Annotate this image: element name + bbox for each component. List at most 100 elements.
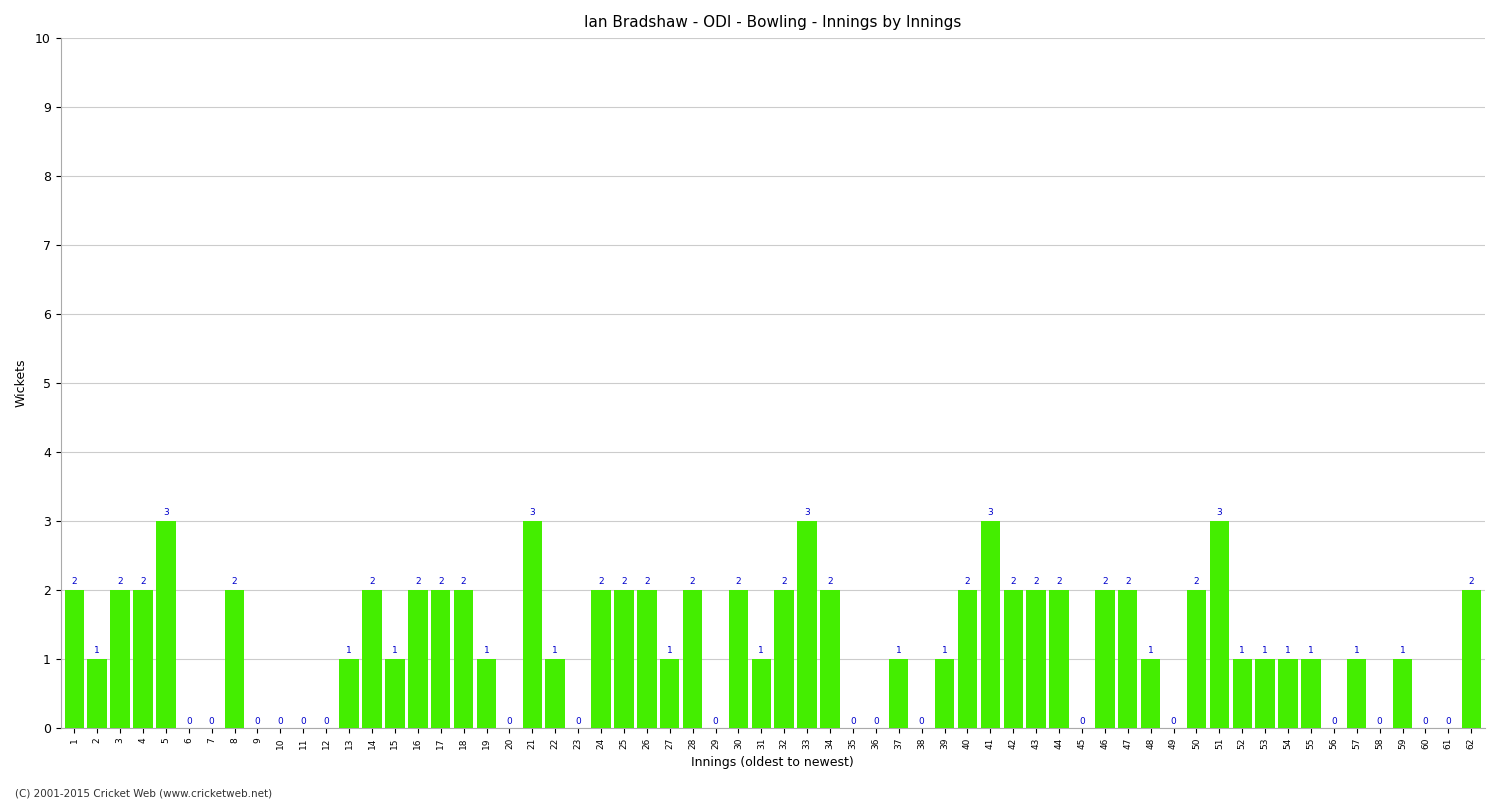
Text: 2: 2 [735,578,741,586]
Text: 1: 1 [1308,646,1314,655]
Text: 1: 1 [1286,646,1292,655]
Text: 1: 1 [1239,646,1245,655]
Bar [156,521,176,728]
Text: 3: 3 [804,509,810,518]
Text: 0: 0 [1377,718,1383,726]
Bar [752,659,771,728]
Text: 2: 2 [72,578,76,586]
Text: 0: 0 [1330,718,1336,726]
Text: 0: 0 [255,718,261,726]
Text: 0: 0 [574,718,580,726]
Bar [1394,659,1413,728]
Text: 1: 1 [346,646,352,655]
Text: 0: 0 [1446,718,1450,726]
Bar [1300,659,1320,728]
Bar [821,590,840,728]
Text: 0: 0 [300,718,306,726]
Bar [981,521,1000,728]
Text: 2: 2 [232,578,237,586]
Bar [614,590,633,728]
Bar [1050,590,1070,728]
Bar [1186,590,1206,728]
Text: 2: 2 [1034,578,1040,586]
Text: 1: 1 [896,646,902,655]
Text: 2: 2 [621,578,627,586]
Text: 0: 0 [873,718,879,726]
Text: 0: 0 [850,718,856,726]
Text: 2: 2 [598,578,604,586]
Text: 0: 0 [186,718,192,726]
Bar [477,659,496,728]
Bar [430,590,450,728]
Text: 2: 2 [1011,578,1016,586]
Bar [1209,521,1228,728]
Bar [729,590,748,728]
Text: 2: 2 [1125,578,1131,586]
Text: 1: 1 [1354,646,1359,655]
Text: 2: 2 [140,578,146,586]
Bar [638,590,657,728]
Text: 2: 2 [690,578,696,586]
Text: 1: 1 [1148,646,1154,655]
Text: 1: 1 [668,646,672,655]
Bar [1026,590,1045,728]
Text: 2: 2 [117,578,123,586]
Text: 2: 2 [1102,578,1107,586]
Bar [1461,590,1480,728]
Text: 0: 0 [1078,718,1084,726]
Bar [225,590,245,728]
Text: 0: 0 [324,718,328,726]
Bar [64,590,84,728]
Text: 2: 2 [1056,578,1062,586]
Text: 3: 3 [164,509,170,518]
Bar [386,659,405,728]
Text: 0: 0 [278,718,284,726]
Text: 2: 2 [827,578,833,586]
Bar [798,521,818,728]
Text: 1: 1 [94,646,100,655]
Bar [546,659,566,728]
Text: 1: 1 [1263,646,1268,655]
Text: 3: 3 [987,509,993,518]
Text: 2: 2 [964,578,970,586]
Text: 0: 0 [1422,718,1428,726]
Bar [934,659,954,728]
Text: 0: 0 [920,718,924,726]
Bar [408,590,428,728]
Bar [682,590,702,728]
Bar [87,659,106,728]
X-axis label: Innings (oldest to newest): Innings (oldest to newest) [692,756,853,769]
Text: 0: 0 [209,718,214,726]
Bar [1347,659,1366,728]
Bar [660,659,680,728]
Text: 2: 2 [416,578,420,586]
Y-axis label: Wickets: Wickets [15,358,28,407]
Text: 2: 2 [1468,578,1474,586]
Bar [454,590,474,728]
Bar [591,590,610,728]
Bar [1256,659,1275,728]
Bar [134,590,153,728]
Text: (C) 2001-2015 Cricket Web (www.cricketweb.net): (C) 2001-2015 Cricket Web (www.cricketwe… [15,788,272,798]
Bar [890,659,909,728]
Bar [339,659,358,728]
Text: 1: 1 [552,646,558,655]
Bar [774,590,794,728]
Text: 2: 2 [438,578,444,586]
Text: 0: 0 [507,718,513,726]
Bar [957,590,976,728]
Text: 1: 1 [942,646,948,655]
Bar [363,590,381,728]
Text: 1: 1 [1400,646,1406,655]
Text: 3: 3 [1216,509,1222,518]
Text: 2: 2 [460,578,466,586]
Text: 2: 2 [644,578,650,586]
Bar [1118,590,1137,728]
Text: 2: 2 [782,578,788,586]
Text: 0: 0 [712,718,718,726]
Title: Ian Bradshaw - ODI - Bowling - Innings by Innings: Ian Bradshaw - ODI - Bowling - Innings b… [584,15,962,30]
Text: 2: 2 [369,578,375,586]
Bar [522,521,542,728]
Text: 1: 1 [392,646,398,655]
Bar [111,590,130,728]
